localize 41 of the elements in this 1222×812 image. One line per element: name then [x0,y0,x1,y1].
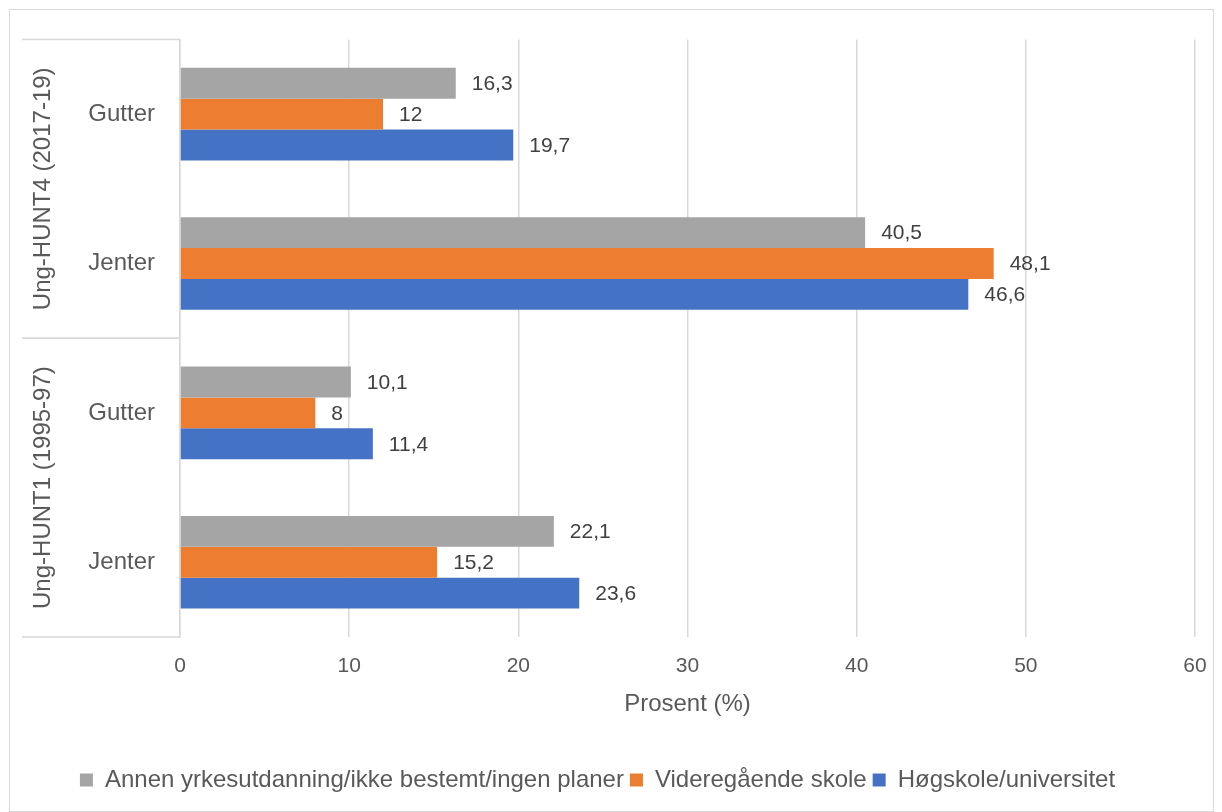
x-tick-label: 40 [844,653,869,677]
x-tick-label: 50 [1014,653,1038,677]
bar [180,98,383,130]
bar [180,278,969,310]
bar [180,546,438,578]
bar [180,67,456,99]
x-tick-label: 30 [675,653,700,677]
data-label: 12 [399,101,423,125]
data-label: 10,1 [366,369,408,393]
bar [180,129,514,161]
legend-label: Videregående skole [654,764,867,792]
y-tick-label: Jenter [88,248,156,276]
x-tick-label: 0 [174,653,186,677]
data-label: 23,6 [595,580,637,604]
data-label: 48,1 [1009,251,1051,275]
bar [180,397,316,429]
bar [180,577,580,609]
x-axis-title: Prosent (%) [624,689,751,717]
y-tick-label: Jenter [88,546,156,574]
data-label: 16,3 [471,71,513,95]
x-tick-label: 60 [1183,653,1207,677]
legend-label: Høgskole/universitet [897,764,1116,792]
legend-label: Annen yrkesutdanning/ikke bestemt/ingen planer [104,764,624,792]
bar [180,217,866,249]
data-label: 22,1 [569,519,611,543]
bar [180,428,373,460]
bar [180,515,554,547]
data-label: 19,7 [529,132,571,156]
y-tick-label: Gutter [88,397,155,425]
data-label: 8 [331,400,344,424]
bar [180,248,994,279]
data-label: 11,4 [388,431,429,455]
data-label: 40,5 [881,220,922,244]
text: Ung-HUNT4 (2017-19) [27,67,55,311]
x-tick-label: 20 [506,653,531,677]
bar [180,366,351,398]
x-tick-label: 10 [337,653,361,677]
text: Ung-HUNT1 (1995-97) [27,366,55,609]
y-tick-label: Gutter [88,98,155,126]
data-label: 46,6 [984,282,1026,306]
data-label: 15,2 [453,550,495,574]
